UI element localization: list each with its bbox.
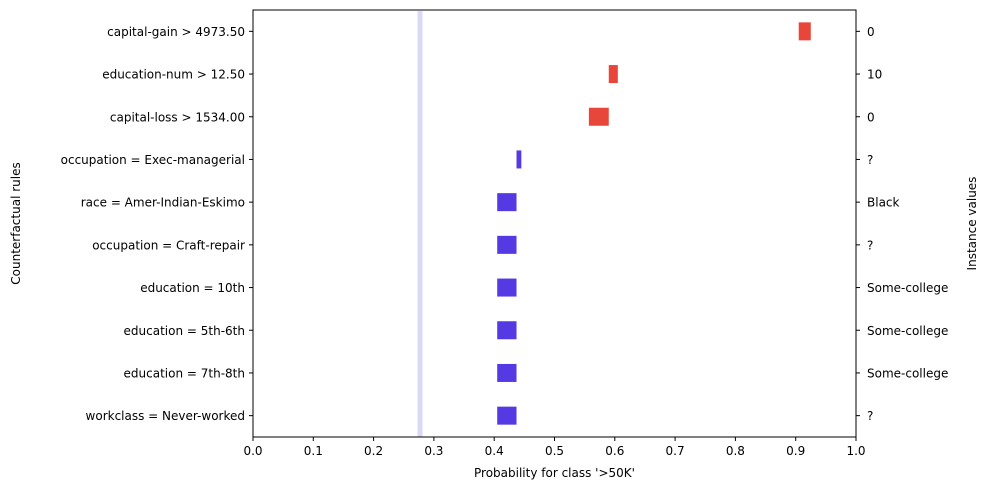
rule-label: occupation = Craft-repair [92, 238, 245, 252]
x-tick-label: 0.7 [666, 444, 685, 458]
x-axis-label: Probability for class '>50K' [474, 466, 635, 480]
probability-bar [497, 406, 517, 425]
y-axis-left: capital-gain > 4973.50 education-num > 12… [61, 25, 253, 423]
x-tick-label: 0.3 [424, 444, 443, 458]
baseline-probability-band [417, 11, 423, 437]
probability-bar [588, 107, 609, 126]
x-tick-label: 1.0 [846, 444, 865, 458]
instance-value-label: 0 [867, 25, 875, 39]
instance-value-label: ? [867, 409, 873, 423]
rule-label: race = Amer-Indian-Eskimo [81, 196, 245, 210]
x-tick-label: 0.0 [243, 444, 262, 458]
probability-bar [608, 65, 618, 84]
x-tick-label: 0.6 [605, 444, 624, 458]
baseline-layer [417, 11, 423, 437]
probability-bar [497, 321, 517, 340]
probability-bar [497, 363, 517, 382]
bars-layer [497, 22, 811, 425]
instance-value-label: ? [867, 238, 873, 252]
instance-value-label: 10 [867, 68, 882, 82]
x-tick-label: 0.9 [786, 444, 805, 458]
rule-label: education = 5th-6th [124, 324, 245, 338]
rule-label: education-num > 12.50 [102, 68, 245, 82]
rule-label: occupation = Exec-managerial [61, 153, 245, 167]
x-tick-label: 0.1 [304, 444, 323, 458]
probability-bar [497, 278, 517, 297]
probability-bar [798, 22, 811, 41]
instance-value-label: Some-college [867, 366, 948, 380]
y2-axis-label: Instance values [965, 177, 979, 271]
y-axis-label: Counterfactual rules [9, 162, 23, 284]
instance-value-label: 0 [867, 110, 875, 124]
probability-bar [516, 150, 522, 169]
instance-value-label: Some-college [867, 281, 948, 295]
rule-label: capital-loss > 1534.00 [110, 110, 245, 124]
rule-label: workclass = Never-worked [86, 409, 245, 423]
y-axis-right: 0 10 0? Black? Some-college Some-college Some-… [856, 25, 948, 423]
instance-value-label: Some-college [867, 324, 948, 338]
x-tick-label: 0.4 [485, 444, 504, 458]
rule-label: education = 7th-8th [124, 366, 245, 380]
instance-value-label: Black [867, 196, 900, 210]
plot-frame [252, 9, 857, 438]
rule-label: capital-gain > 4973.50 [107, 25, 245, 39]
x-tick-label: 0.5 [545, 444, 564, 458]
x-tick-label: 0.8 [726, 444, 745, 458]
x-axis: 0.0 0.1 0.2 0.3 0.4 0.5 0.6 0.7 0.8 0.9 1.0 [243, 437, 866, 458]
instance-value-label: ? [867, 153, 873, 167]
probability-bar [497, 193, 517, 212]
probability-bar [497, 235, 517, 254]
x-tick-label: 0.2 [364, 444, 383, 458]
rule-label: education = 10th [140, 281, 245, 295]
